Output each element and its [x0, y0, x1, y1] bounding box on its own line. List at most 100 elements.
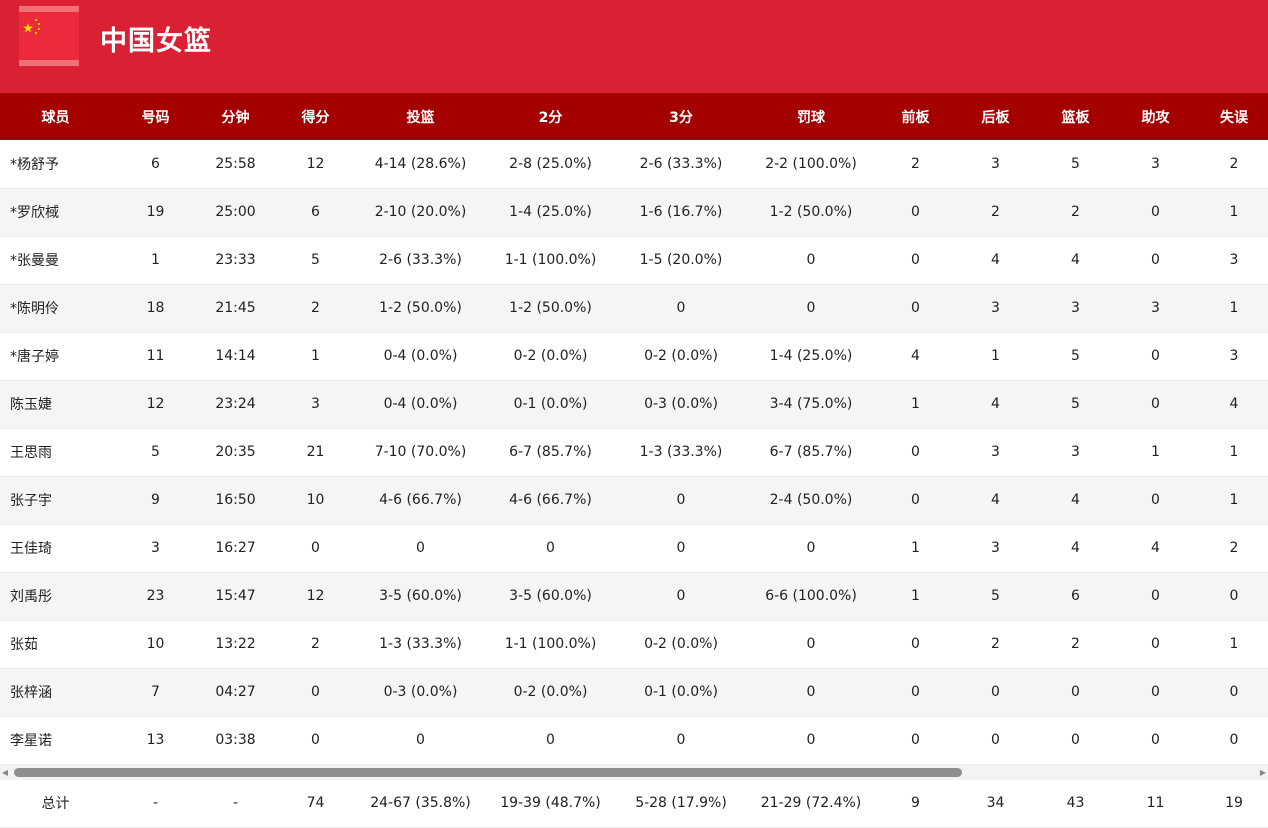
stat-cell: 13:22 — [200, 620, 271, 668]
stat-cell: 1 — [880, 380, 951, 428]
stat-cell: 2 — [1200, 140, 1268, 188]
col-header[interactable]: 球员 — [0, 93, 111, 140]
stat-cell: 6 — [1040, 572, 1111, 620]
stat-cell: 0-4 (0.0%) — [360, 380, 481, 428]
stat-cell: 0 — [1200, 572, 1268, 620]
stat-cell: 0 — [880, 188, 951, 236]
totals-cell: - — [200, 780, 271, 828]
player-name: 陈玉婕 — [0, 380, 111, 428]
arrow-left-icon[interactable]: ◀ — [0, 765, 10, 780]
totals-cell: 5-28 (17.9%) — [620, 780, 742, 828]
totals-cell: 21-29 (72.4%) — [742, 780, 880, 828]
stat-cell: 1-4 (25.0%) — [742, 332, 880, 380]
stat-cell: 0 — [620, 524, 742, 572]
stat-cell: 1-6 (16.7%) — [620, 188, 742, 236]
totals-cell: - — [111, 780, 200, 828]
player-name: *陈明伶 — [0, 284, 111, 332]
stat-cell: 1 — [1200, 620, 1268, 668]
stat-cell: 1 — [111, 236, 200, 284]
stat-cell: 3 — [951, 140, 1040, 188]
boxscore-table: 球员 号码 分钟 得分 投篮 2分 3分 罚球 前板 后板 篮板 助攻 失误 *… — [0, 93, 1268, 765]
col-header[interactable]: 2分 — [481, 93, 620, 140]
col-header[interactable]: 得分 — [271, 93, 360, 140]
stat-cell: 4-6 (66.7%) — [481, 476, 620, 524]
col-header[interactable]: 罚球 — [742, 93, 880, 140]
stat-cell: 03:38 — [200, 716, 271, 764]
stat-cell: 3 — [1111, 284, 1200, 332]
stat-cell: 20:35 — [200, 428, 271, 476]
team-header: 中国女篮 — [0, 0, 1268, 93]
stat-cell: 1-1 (100.0%) — [481, 620, 620, 668]
stat-cell: 3 — [1040, 284, 1111, 332]
stat-cell: 3-4 (75.0%) — [742, 380, 880, 428]
stat-cell: 16:50 — [200, 476, 271, 524]
stat-cell: 1 — [951, 332, 1040, 380]
stat-cell: 0 — [1040, 716, 1111, 764]
stat-cell: 4-6 (66.7%) — [360, 476, 481, 524]
stat-cell: 2-2 (100.0%) — [742, 140, 880, 188]
stat-cell: 4 — [1200, 380, 1268, 428]
stat-cell: 0 — [360, 716, 481, 764]
stat-cell: 1 — [880, 572, 951, 620]
stat-cell: 3 — [1040, 428, 1111, 476]
stat-cell: 5 — [111, 428, 200, 476]
stat-cell: 0 — [880, 668, 951, 716]
col-header[interactable]: 失误 — [1200, 93, 1268, 140]
stat-cell: 2 — [271, 284, 360, 332]
stat-cell: 9 — [111, 476, 200, 524]
col-header[interactable]: 助攻 — [1111, 93, 1200, 140]
stat-cell: 1 — [1200, 476, 1268, 524]
stat-cell: 0 — [1200, 716, 1268, 764]
stat-cell: 0-2 (0.0%) — [481, 668, 620, 716]
stat-cell: 3 — [951, 524, 1040, 572]
col-header[interactable]: 3分 — [620, 93, 742, 140]
stat-cell: 0 — [271, 668, 360, 716]
horizontal-scrollbar[interactable]: ◀ ▶ — [0, 765, 1268, 780]
stat-cell: 0 — [1111, 572, 1200, 620]
stat-cell: 4 — [951, 236, 1040, 284]
stat-cell: 1-5 (20.0%) — [620, 236, 742, 284]
player-name: *罗欣棫 — [0, 188, 111, 236]
stat-cell: 04:27 — [200, 668, 271, 716]
stat-cell: 0 — [1111, 188, 1200, 236]
col-header[interactable]: 前板 — [880, 93, 951, 140]
stat-cell: 0 — [880, 428, 951, 476]
player-name: 张茹 — [0, 620, 111, 668]
stat-cell: 19 — [111, 188, 200, 236]
flag-stars — [19, 12, 79, 60]
stat-cell: 2-4 (50.0%) — [742, 476, 880, 524]
scrollbar-thumb[interactable] — [14, 768, 962, 777]
stat-cell: 4 — [951, 380, 1040, 428]
stat-cell: 1-1 (100.0%) — [481, 236, 620, 284]
arrow-right-icon[interactable]: ▶ — [1258, 765, 1268, 780]
stat-cell: 4 — [1111, 524, 1200, 572]
stat-cell: 0 — [271, 524, 360, 572]
col-header[interactable]: 后板 — [951, 93, 1040, 140]
totals-cell: 34 — [951, 780, 1040, 828]
player-name: 张梓涵 — [0, 668, 111, 716]
stat-cell: 0 — [1111, 332, 1200, 380]
totals-cell: 19 — [1200, 780, 1268, 828]
stat-cell: 1-2 (50.0%) — [742, 188, 880, 236]
stat-cell: 0 — [1111, 476, 1200, 524]
totals-cell: 43 — [1040, 780, 1111, 828]
col-header[interactable]: 分钟 — [200, 93, 271, 140]
stat-cell: 2 — [951, 188, 1040, 236]
col-header[interactable]: 篮板 — [1040, 93, 1111, 140]
stat-cell: 0-1 (0.0%) — [481, 380, 620, 428]
stat-cell: 0 — [1111, 620, 1200, 668]
stat-cell: 7-10 (70.0%) — [360, 428, 481, 476]
stat-cell: 0-1 (0.0%) — [620, 668, 742, 716]
stat-cell: 0 — [742, 620, 880, 668]
stat-cell: 4 — [880, 332, 951, 380]
stat-cell: 23:33 — [200, 236, 271, 284]
col-header[interactable]: 号码 — [111, 93, 200, 140]
stat-cell: 5 — [951, 572, 1040, 620]
stat-cell: 23:24 — [200, 380, 271, 428]
stat-cell: 1-4 (25.0%) — [481, 188, 620, 236]
col-header[interactable]: 投篮 — [360, 93, 481, 140]
